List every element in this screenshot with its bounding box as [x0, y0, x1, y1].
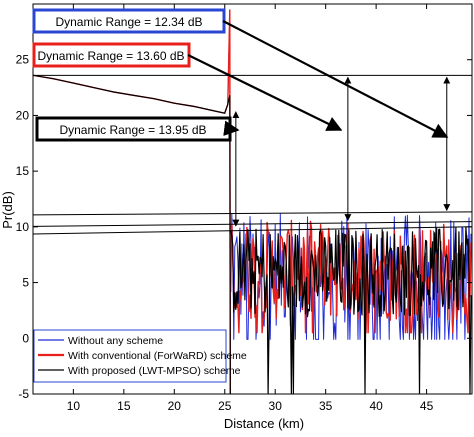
- annotation-pointer: [222, 20, 449, 138]
- axes: 10 15 20 25 30 35 40 45 -5 0 5 10 15 20 25: [16, 3, 473, 413]
- legend-label: With conventional (ForWaRD) scheme: [68, 350, 247, 362]
- x-tick-label: 45: [420, 399, 434, 413]
- annotation-label: Dynamic Range = 12.34 dB: [55, 15, 202, 29]
- x-tick-label: 35: [319, 399, 333, 413]
- y-tick-label: 25: [16, 53, 30, 67]
- annotation-label: Dynamic Range = 13.95 dB: [59, 123, 206, 137]
- x-tick-label: 20: [168, 399, 182, 413]
- annotation-pointer: [223, 120, 240, 136]
- y-tick-label: 5: [22, 276, 29, 290]
- y-tick-label: -5: [18, 387, 29, 401]
- series-lwt-mpso-decay: [33, 74, 231, 114]
- reference-line: [33, 211, 472, 216]
- y-tick-label: 20: [16, 108, 30, 122]
- x-tick-label: 10: [67, 399, 81, 413]
- plot-area: [33, 9, 472, 394]
- legend-label: Without any scheme: [68, 335, 163, 347]
- series-lwt-mpso-noise: [230, 226, 472, 394]
- legend-box: [33, 329, 227, 383]
- y-tick-label: 15: [16, 164, 30, 178]
- x-axis-label: Distance (km): [224, 416, 304, 431]
- y-tick-label: 0: [22, 331, 29, 345]
- annotation-label: Dynamic Range = 13.60 dB: [37, 49, 184, 63]
- series-lwt-mpso-drop: [229, 95, 231, 394]
- plot-frame: [32, 3, 473, 395]
- y-axis-label: Pr(dB): [0, 191, 15, 229]
- x-tick-label: 25: [218, 399, 232, 413]
- reference-line: [33, 226, 472, 235]
- annotation-pointer: [187, 54, 343, 131]
- x-tick-label: 15: [117, 399, 131, 413]
- y-tick-label: 10: [16, 220, 30, 234]
- x-tick-label: 40: [369, 399, 383, 413]
- x-tick-label: 30: [269, 399, 283, 413]
- reference-line: [33, 221, 472, 227]
- legend: Without any scheme With conventional (For…: [33, 329, 247, 383]
- annotations: Dynamic Range = 12.34 dB Dynamic Range = …: [32, 8, 449, 142]
- legend-label: With proposed (LWT-MPSO) scheme: [68, 365, 241, 377]
